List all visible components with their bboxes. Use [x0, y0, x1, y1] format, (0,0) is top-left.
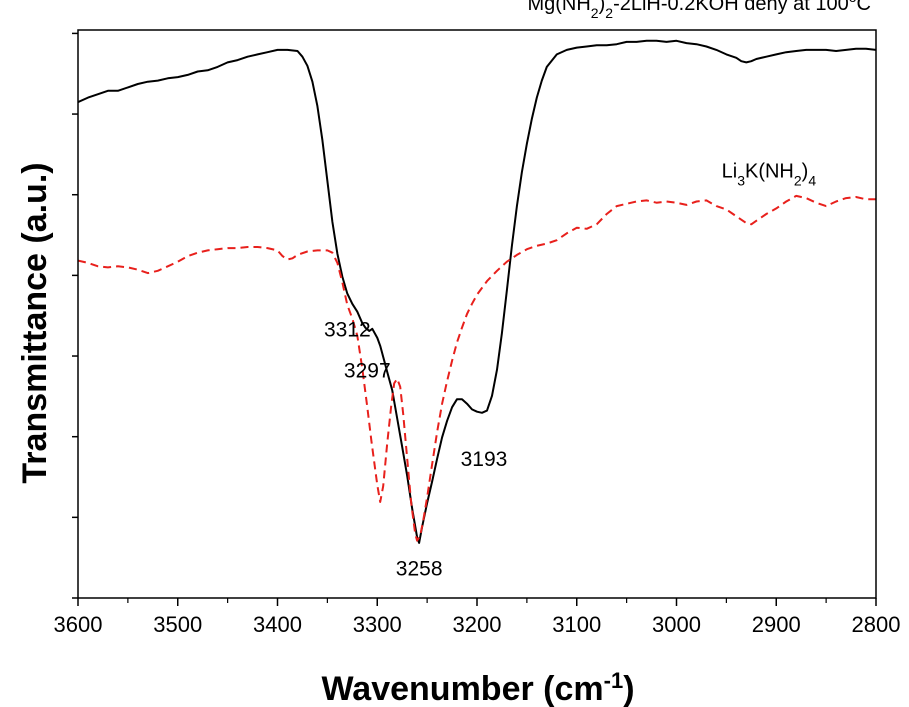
peak-label-3258: 3258 — [396, 557, 443, 580]
axes: 3600 3500 3400 3300 3200 3100 3000 2900 2800 — [54, 29, 901, 637]
peak-label-3297: 3297 — [344, 360, 391, 383]
plot-area: Mg(NH2)2-2LiH-0.2KOH dehy at 100oC Li3K(N… — [78, 0, 876, 580]
x-tick-label: 3600 — [54, 612, 103, 637]
peak-label-3312: 3312 — [324, 319, 371, 342]
x-axis-title-main: Wavenumber (cm — [321, 670, 603, 707]
x-axis-title-close: ) — [623, 670, 634, 707]
x-tick-label: 3100 — [552, 612, 601, 637]
peak-label-3193: 3193 — [461, 448, 508, 471]
series-line-1 — [78, 194, 876, 542]
y-axis-title: Transmittance (a.u.) — [16, 162, 54, 483]
x-tick-label: 3300 — [353, 612, 402, 637]
x-tick-label: 3500 — [153, 612, 202, 637]
x-tick-label: 3200 — [453, 612, 502, 637]
x-axis-title: Wavenumber (cm-1) — [321, 668, 634, 707]
series-label-1: Li3K(NH2)4 — [722, 161, 817, 189]
x-tick-label: 3000 — [652, 612, 701, 637]
series-label-0: Mg(NH2)2-2LiH-0.2KOH dehy at 100oC — [527, 0, 871, 21]
x-tick-label: 3400 — [253, 612, 302, 637]
x-tick-label: 2800 — [852, 612, 901, 637]
x-tick-label: 2900 — [752, 612, 801, 637]
series-line-0 — [78, 39, 876, 544]
plot-frame — [77, 29, 877, 599]
x-axis-title-superscript: -1 — [604, 668, 624, 693]
